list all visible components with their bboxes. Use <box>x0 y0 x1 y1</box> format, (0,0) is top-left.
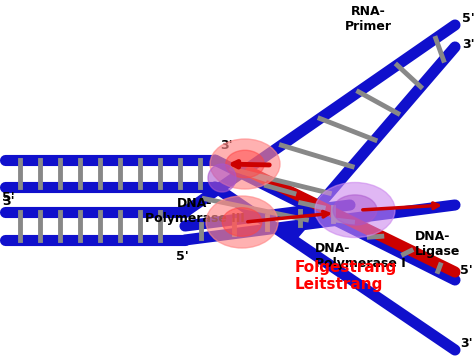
Text: 5': 5' <box>176 250 188 263</box>
Ellipse shape <box>315 183 395 238</box>
Text: 3': 3' <box>2 195 15 208</box>
Ellipse shape <box>333 195 377 225</box>
Text: 3': 3' <box>462 39 474 51</box>
Text: 5': 5' <box>460 265 473 278</box>
Text: DNA-
Polymerase I: DNA- Polymerase I <box>315 242 406 270</box>
Text: 3': 3' <box>220 139 233 152</box>
Ellipse shape <box>226 150 264 178</box>
Text: DNA-
Polymerase III: DNA- Polymerase III <box>145 197 245 225</box>
Text: Leitstrang: Leitstrang <box>295 277 383 292</box>
Text: 5': 5' <box>462 12 474 24</box>
Ellipse shape <box>206 196 278 248</box>
Text: RNA-
Primer: RNA- Primer <box>345 5 392 33</box>
Ellipse shape <box>208 164 236 192</box>
Text: 3': 3' <box>460 337 473 350</box>
Text: DNA-
Ligase: DNA- Ligase <box>415 230 460 258</box>
Text: 5': 5' <box>2 191 15 204</box>
Ellipse shape <box>222 208 262 236</box>
Text: Folgestrang: Folgestrang <box>295 260 397 275</box>
Ellipse shape <box>210 139 280 189</box>
